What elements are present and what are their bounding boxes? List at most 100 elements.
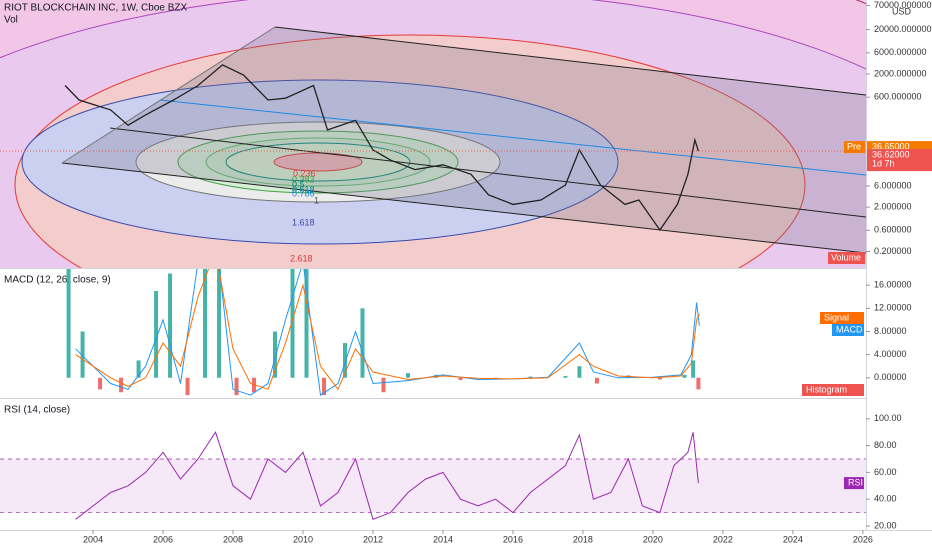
y-tick-label: 6000.000000 [874,47,927,57]
y-tick-label: 12.00000 [874,303,912,313]
macd-line [75,269,700,391]
y-tick-label: 0.00000 [874,372,907,382]
histogram-bar [405,373,410,378]
y-tick-label: 2000.000000 [874,68,927,78]
legend-tag [802,384,864,396]
price-tag [867,149,932,172]
x-tick-label: 2016 [503,534,523,544]
histogram-bar [682,374,687,378]
histogram-bar [594,377,599,384]
chart-title: RIOT BLOCKCHAIN INC, 1W, Cboe BZX [4,3,188,14]
histogram-bar [691,360,696,378]
rsi-tag [844,477,864,490]
volume-tag [828,252,865,264]
histogram-bar [66,269,71,378]
price-tag-label: 36.62000 [872,149,910,159]
histogram-bar [528,376,533,378]
fib-label: 0.5 [292,179,305,189]
histogram-bar [290,269,295,378]
histogram-bar [304,269,309,378]
y-tick-label: 20.00 [874,520,897,530]
histogram-bar [458,377,463,381]
y-tick-label: 8.00000 [874,326,907,336]
fib-label: 0.382 [292,174,315,184]
y-tick-label: 20000.000000 [874,24,932,34]
y-tick-label: 100.00 [874,413,902,423]
histogram-bar [217,269,222,378]
pane-title: MACD (12, 26, close, 9) [4,275,111,286]
histogram-bar [98,377,103,390]
y-tick-label: 70000.000000 [874,0,932,10]
y-tick-label: 16.00000 [874,280,912,290]
y-tick-label: 2.000000 [874,202,912,212]
histogram-bar [80,331,85,378]
x-tick-label: 2020 [643,534,663,544]
fib-label: 1.618 [292,217,315,227]
currency: USD [892,6,912,16]
x-tick-label: 2018 [573,534,593,544]
y-tick-label: 4.00000 [874,349,907,359]
price-tag-label: 36.65000 [872,141,910,151]
legend-label: Histogram [806,384,847,394]
axis-divider [0,530,932,531]
fib-drawing [0,0,866,268]
rsi-band [0,459,866,513]
x-tick-label: 2012 [363,534,383,544]
fib-label: 0.236 [293,168,316,178]
pane [0,431,866,520]
price-line [64,64,700,232]
x-tick-label: 2006 [153,534,173,544]
price-line [75,431,699,520]
y-tick-label: 0.200000 [874,246,912,256]
x-tick-label: 2010 [293,534,313,544]
volume-legend: Vol [4,15,18,26]
histogram-bar [273,331,278,378]
y-tick-label: 600.000000 [874,92,922,102]
macd-line [75,269,700,396]
histogram-bar [343,343,348,378]
countdown: 1d 7h [872,158,895,168]
rsi-label: RSI [848,477,863,487]
pane [64,64,700,232]
pane-title: RSI (14, close) [4,405,70,416]
pre-label: Pre [847,141,861,151]
y-tick-label: 0.600000 [874,225,912,235]
pane-divider [0,268,866,269]
histogram-bar [168,273,173,378]
axis-divider [866,0,867,530]
histogram-bar [119,377,124,393]
pre-tag [844,141,865,154]
x-tick-label: 2026 [853,534,873,544]
y-tick-label: 80.00 [874,440,897,450]
y-tick-label: 60.00 [874,467,897,477]
x-tick-label: 2022 [713,534,733,544]
volume-label: Volume [831,252,861,262]
fib-label: 2.618 [290,253,313,263]
histogram-bar [381,377,386,393]
legend-tag [832,324,864,336]
histogram-bar [154,290,159,378]
histogram-bar [563,376,568,378]
fib-label: 0.618 [292,184,315,194]
histogram-bar [234,377,239,396]
fib-label: 0.786 [292,188,315,198]
histogram-bar [322,377,327,396]
histogram-bar [657,377,662,380]
legend-label: MACD [836,324,863,334]
histogram-bar [203,269,208,378]
histogram-bar [136,360,141,378]
pane-divider [0,398,866,399]
pane [66,269,701,396]
y-tick-label: 6.000000 [874,180,912,190]
x-tick-label: 2004 [83,534,103,544]
histogram-bar [577,366,582,378]
y-tick-label: 40.00 [874,494,897,504]
x-tick-label: 2024 [783,534,803,544]
x-tick-label: 2008 [223,534,243,544]
histogram-bar [360,308,365,378]
legend-label: Signal [824,312,849,322]
legend-tag [820,312,864,324]
fib-label: 1 [314,195,319,205]
x-tick-label: 2014 [433,534,453,544]
